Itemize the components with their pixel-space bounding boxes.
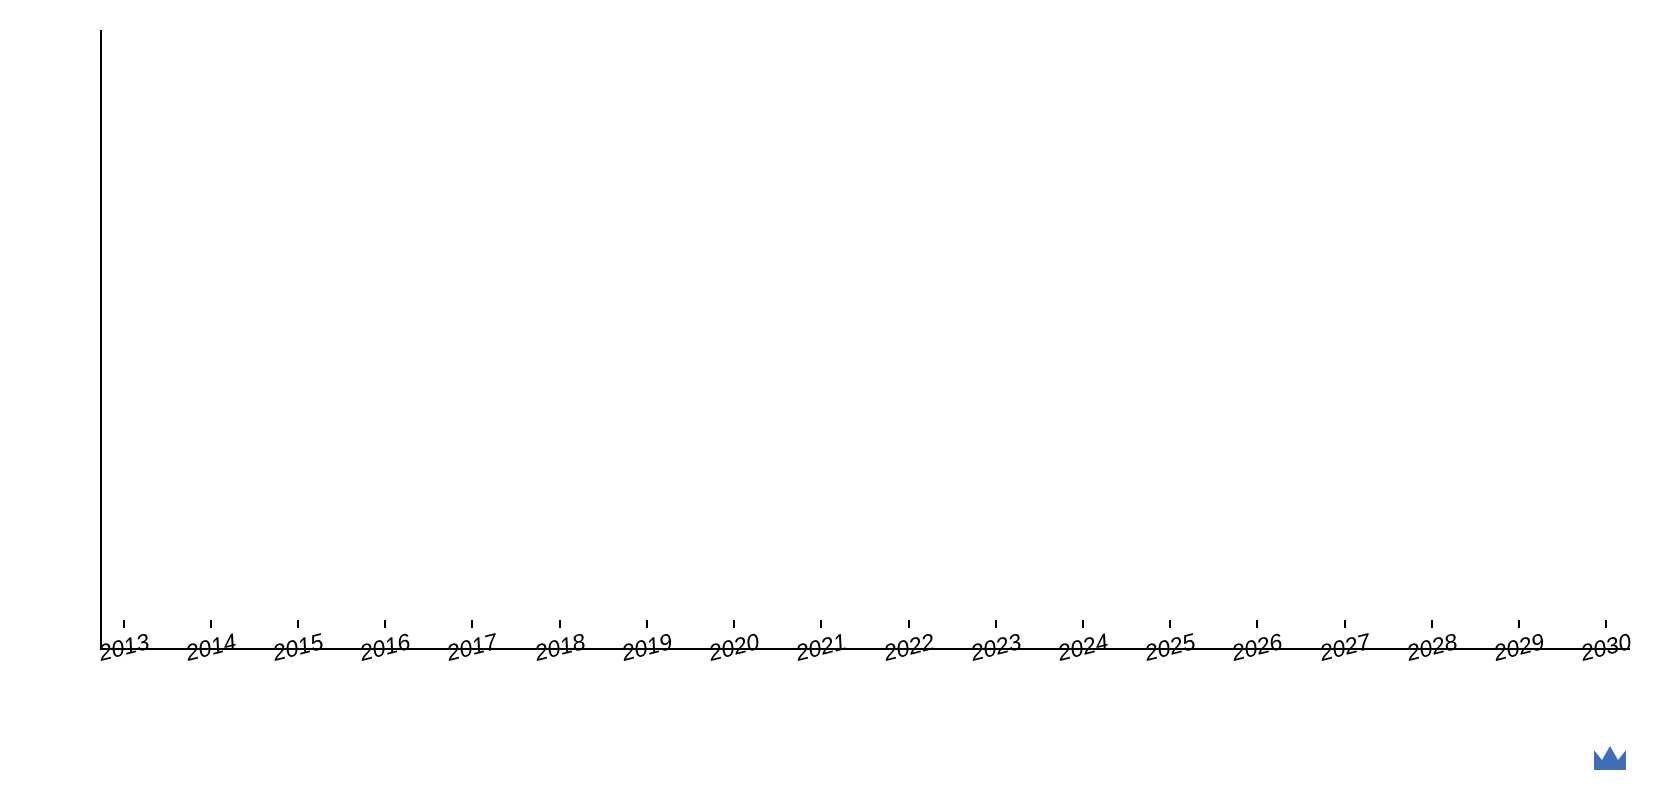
x-tick-mark	[123, 620, 125, 628]
x-tick-mark	[820, 620, 822, 628]
x-tick-label: 2020	[706, 628, 762, 667]
x-tick-mark	[1605, 620, 1607, 628]
x-tick-label: 2017	[444, 628, 500, 667]
x-tick-label: 2022	[880, 628, 936, 667]
x-tick-mark	[908, 620, 910, 628]
x-tick-mark	[1344, 620, 1346, 628]
plot-area	[100, 30, 1630, 650]
x-tick: 2026	[1214, 628, 1301, 678]
x-tick: 2023	[952, 628, 1039, 678]
x-tick: 2013	[80, 628, 167, 678]
x-tick: 2021	[778, 628, 865, 678]
x-tick: 2020	[691, 628, 778, 678]
bars-group	[102, 30, 1630, 648]
x-tick-mark	[559, 620, 561, 628]
x-tick-mark	[297, 620, 299, 628]
x-tick-label: 2025	[1142, 628, 1198, 667]
x-tick: 2014	[167, 628, 254, 678]
x-tick: 2016	[342, 628, 429, 678]
x-tick: 2030	[1563, 628, 1650, 678]
x-tick: 2018	[516, 628, 603, 678]
x-tick-label: 2027	[1317, 628, 1373, 667]
x-axis: 2013 2014 2015 2016 2017 2018 2019 2020 2021 2022…	[60, 628, 1670, 678]
x-tick-label: 2019	[619, 628, 675, 667]
x-tick: 2022	[865, 628, 952, 678]
x-tick-mark	[1169, 620, 1171, 628]
x-tick: 2024	[1039, 628, 1126, 678]
x-tick-label: 2014	[183, 628, 239, 667]
x-tick-label: 2015	[270, 628, 326, 667]
x-tick: 2025	[1127, 628, 1214, 678]
x-tick: 2028	[1388, 628, 1475, 678]
x-tick-mark	[1082, 620, 1084, 628]
x-tick-label: 2026	[1229, 628, 1285, 667]
x-tick: 2017	[429, 628, 516, 678]
x-tick-label: 2016	[357, 628, 413, 667]
logo-crown-icon	[1590, 740, 1630, 776]
x-tick-label: 2024	[1055, 628, 1111, 667]
footer	[30, 740, 1640, 776]
x-tick-mark	[733, 620, 735, 628]
x-tick-label: 2018	[532, 628, 588, 667]
x-tick: 2015	[254, 628, 341, 678]
x-tick-mark	[1431, 620, 1433, 628]
x-tick-mark	[1256, 620, 1258, 628]
x-tick: 2027	[1301, 628, 1388, 678]
logo	[1590, 740, 1640, 776]
x-tick-label: 2021	[793, 628, 849, 667]
x-tick-label: 2030	[1578, 628, 1634, 667]
x-tick: 2019	[603, 628, 690, 678]
x-tick-label: 2028	[1404, 628, 1460, 667]
x-tick-mark	[1518, 620, 1520, 628]
x-tick-mark	[995, 620, 997, 628]
x-tick-mark	[384, 620, 386, 628]
x-tick-label: 2029	[1491, 628, 1547, 667]
chart-container: 2013 2014 2015 2016 2017 2018 2019 2020 2021 2022…	[0, 0, 1680, 800]
x-tick-label: 2023	[968, 628, 1024, 667]
x-tick-mark	[646, 620, 648, 628]
x-tick: 2029	[1476, 628, 1563, 678]
x-tick-mark	[471, 620, 473, 628]
x-tick-mark	[210, 620, 212, 628]
y-axis	[40, 30, 100, 650]
x-tick-label: 2013	[96, 628, 152, 667]
chart-area	[40, 30, 1640, 650]
